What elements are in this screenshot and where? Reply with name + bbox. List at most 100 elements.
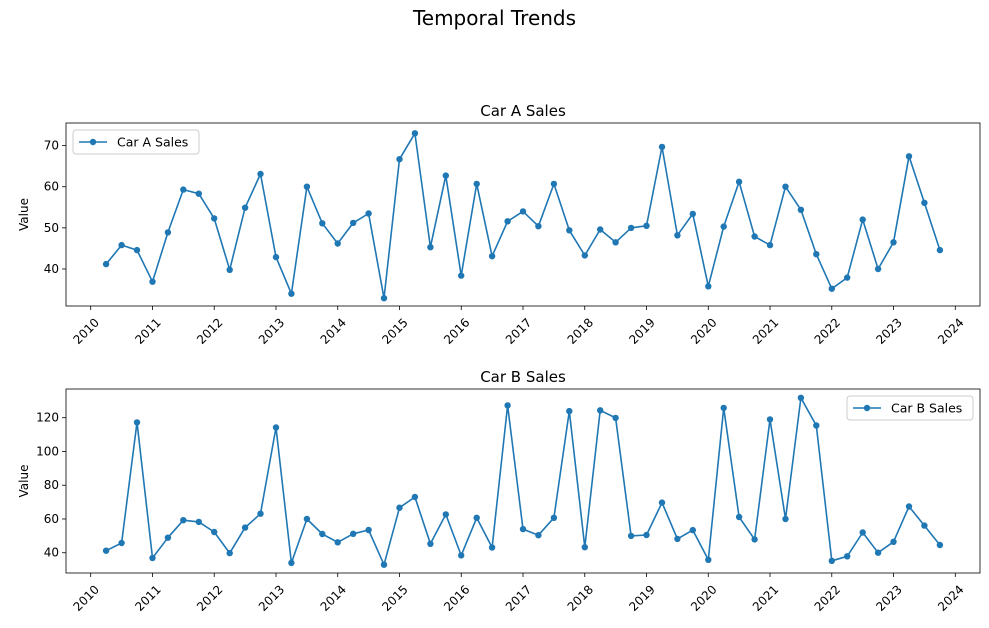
data-point (380, 295, 388, 302)
data-point (303, 183, 311, 190)
data-point (597, 226, 604, 233)
data-point (813, 422, 820, 429)
data-point (118, 539, 125, 547)
data-point (597, 407, 604, 414)
data-point (689, 210, 696, 218)
x-tick-label: 2023 (873, 315, 904, 346)
data-point (241, 524, 249, 531)
data-point (890, 538, 897, 545)
data-point (195, 518, 202, 526)
data-point (828, 285, 835, 292)
x-tick-label: 2024 (935, 315, 966, 346)
data-point (936, 246, 944, 254)
x-tick-label: 2024 (935, 582, 966, 613)
data-point (488, 544, 496, 551)
data-point (257, 170, 264, 178)
data-point (164, 534, 172, 541)
x-tick-label: 2018 (565, 582, 596, 613)
plots-group: Car A Sales Value 40 50 60 70 2010 2011 2012 2013… (17, 102, 981, 614)
data-point (627, 224, 635, 232)
data-point (658, 143, 666, 151)
data-point (118, 241, 125, 249)
data-point (674, 535, 681, 543)
data-point (504, 402, 511, 409)
x-tick-label: 2015 (379, 582, 410, 613)
data-point (766, 416, 774, 423)
data-point (195, 190, 202, 197)
data-point (566, 227, 573, 234)
data-point (782, 515, 789, 523)
series-line (105, 132, 941, 300)
chart-title: Car B Sales (480, 368, 566, 386)
x-tick-label: 2020 (688, 315, 719, 346)
y-tick-label: 80 (44, 478, 59, 492)
data-point (844, 553, 851, 560)
data-point (350, 530, 357, 537)
legend-box (72, 129, 200, 155)
y-tick-label: 40 (44, 262, 59, 276)
data-point (658, 499, 666, 506)
x-tick-label: 2022 (812, 315, 843, 346)
data-point (288, 559, 295, 567)
data-point (720, 223, 727, 230)
data-point (859, 216, 866, 223)
x-tick-label: 2013 (256, 315, 287, 346)
data-point (813, 251, 820, 258)
x-tick-label: 2023 (873, 582, 904, 613)
data-point (319, 530, 326, 538)
data-point (643, 531, 650, 539)
data-point (905, 153, 913, 160)
data-point (396, 504, 403, 511)
data-point (458, 552, 465, 559)
data-point (411, 130, 419, 137)
x-tick-label: 2017 (503, 582, 534, 613)
legend-label: Car B Sales (891, 401, 962, 416)
data-point (334, 240, 341, 247)
data-point (766, 241, 774, 249)
data-point (427, 244, 434, 251)
legend-marker (863, 404, 871, 412)
data-point (473, 514, 480, 521)
axes-frame (65, 388, 981, 574)
data-point (272, 253, 280, 261)
data-point (859, 529, 866, 536)
data-point (612, 239, 619, 246)
data-point (427, 540, 434, 547)
data-point (102, 260, 110, 268)
data-point (566, 407, 573, 415)
x-tick-label: 2014 (318, 315, 349, 346)
y-tick-label: 50 (44, 221, 59, 235)
y-tick-label: 120 (36, 411, 59, 425)
data-point (890, 239, 897, 246)
x-tick-label: 2017 (503, 315, 534, 346)
data-point (226, 549, 233, 557)
data-point (396, 156, 403, 163)
data-point (751, 536, 758, 543)
data-point (705, 283, 712, 290)
y-tick-label: 100 (36, 444, 59, 458)
data-point (674, 232, 681, 239)
data-point (350, 219, 357, 227)
data-point (180, 186, 187, 193)
data-point (782, 183, 789, 190)
data-point (844, 274, 851, 281)
x-tick-label: 2010 (71, 582, 102, 613)
data-point (550, 180, 558, 188)
x-tick-label: 2021 (750, 582, 781, 613)
x-tick-label: 2013 (256, 582, 287, 613)
x-tick-label: 2011 (132, 582, 163, 613)
data-point (735, 513, 743, 521)
x-tick-label: 2016 (441, 315, 472, 346)
data-point (905, 503, 913, 510)
data-point (164, 229, 172, 236)
legend: Car B Sales (846, 395, 974, 421)
data-point (612, 414, 619, 422)
x-tick-label: 2016 (441, 582, 472, 613)
y-axis-label: Value (17, 465, 31, 498)
x-tick-label: 2014 (318, 582, 349, 613)
data-point (874, 265, 882, 273)
x-tick-label: 2018 (565, 315, 596, 346)
data-point (535, 223, 542, 230)
data-point (828, 557, 835, 564)
data-point (303, 515, 311, 523)
